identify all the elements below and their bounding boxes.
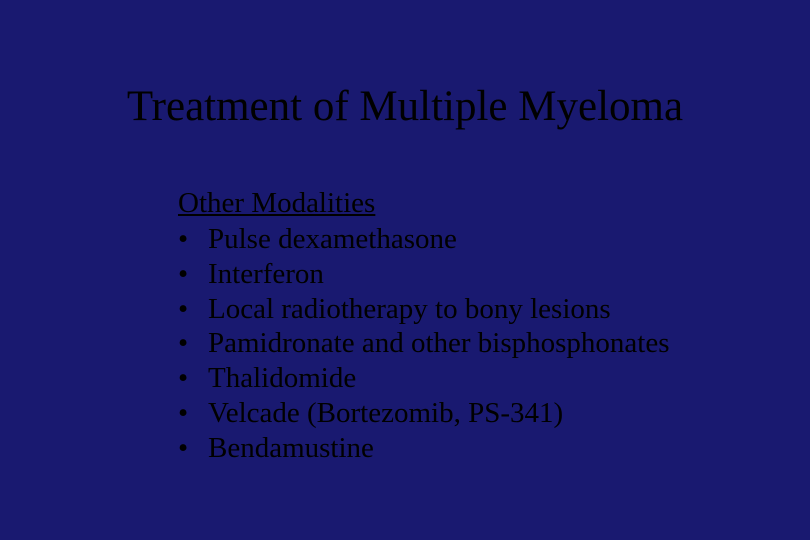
list-item: Interferon [178, 257, 738, 292]
list-item: Bendamustine [178, 431, 738, 466]
slide-subtitle: Other Modalities [178, 187, 738, 220]
list-item: Velcade (Bortezomib, PS-341) [178, 396, 738, 431]
slide: Treatment of Multiple Myeloma Other Moda… [0, 0, 810, 540]
list-item: Pulse dexamethasone [178, 222, 738, 257]
list-item: Thalidomide [178, 361, 738, 396]
slide-body: Other Modalities Pulse dexamethasone Int… [178, 187, 738, 466]
list-item: Pamidronate and other bisphosphonates [178, 326, 738, 361]
slide-title: Treatment of Multiple Myeloma [0, 82, 810, 131]
list-item: Local radiotherapy to bony lesions [178, 292, 738, 327]
bullet-list: Pulse dexamethasone Interferon Local rad… [178, 222, 738, 466]
